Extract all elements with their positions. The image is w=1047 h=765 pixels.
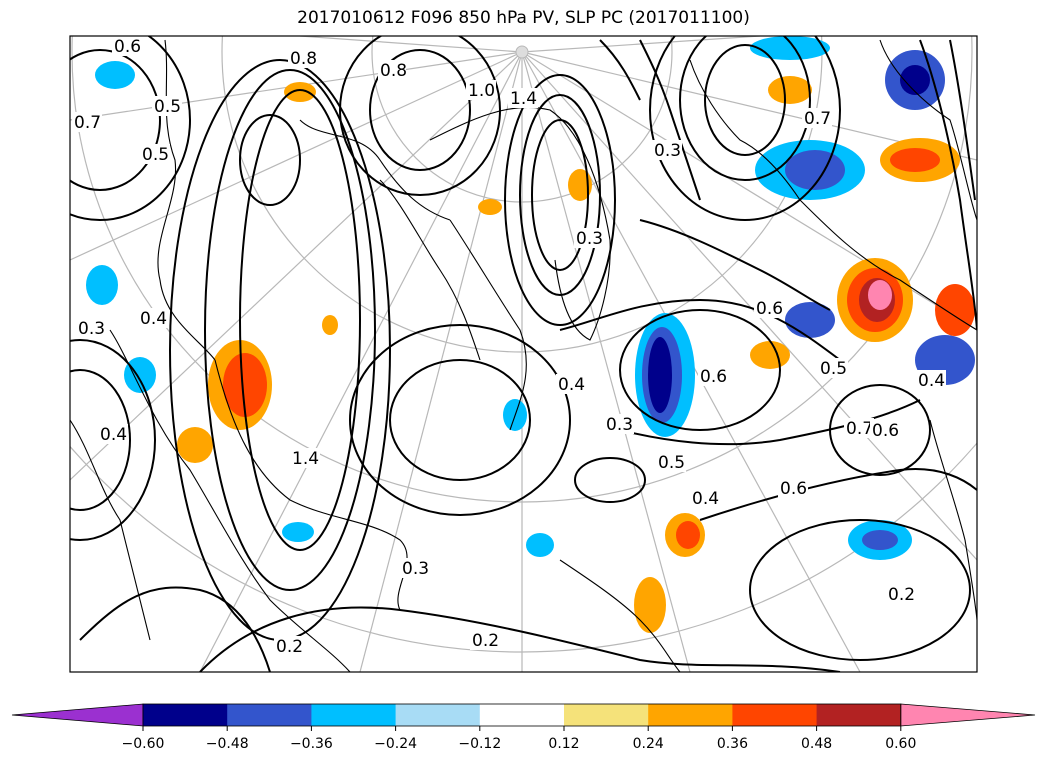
colorbar-tick-label: 0.36: [717, 736, 748, 752]
contour-label: 0.3: [606, 415, 633, 435]
contour-label: 0.6: [700, 367, 727, 387]
colorbar: −0.60 −0.48 −0.36 −0.24 −0.12 0.12 0.24 0.36 0.4…: [11, 703, 1036, 752]
contour-label: 1.0: [468, 81, 495, 101]
colorbar-segment: [227, 704, 312, 726]
contour-label: 0.4: [558, 375, 585, 395]
contour-label: 0.3: [402, 559, 429, 579]
contour-label: 0.4: [140, 309, 167, 329]
contour-label: 0.4: [100, 425, 127, 445]
contour-label: 1.4: [510, 89, 537, 109]
pv-shading-negative: [86, 36, 975, 560]
contour-label: 0.5: [154, 97, 181, 117]
colorbar-segment: [479, 704, 565, 726]
colorbar-segment: [311, 704, 397, 726]
colorbar-segments: [11, 703, 1036, 727]
coastlines: [70, 39, 977, 672]
colorbar-segment: [732, 704, 818, 726]
map-panel: 0.6 0.5 0.8 0.7 0.5 1.0 1.4 0.3 0.4 0.3 …: [70, 36, 977, 672]
colorbar-segment: [564, 704, 649, 726]
contour-label: 0.6: [756, 299, 783, 319]
colorbar-tick-label: −0.12: [458, 736, 501, 752]
contour-label: 0.3: [576, 229, 603, 249]
page-title: 2017010612 F096 850 hPa PV, SLP PC (2017…: [297, 8, 750, 28]
colorbar-ticks: [142, 726, 902, 731]
contour-label: 0.3: [78, 319, 105, 339]
colorbar-outline: [142, 703, 902, 727]
pole-marker: [515, 45, 529, 59]
colorbar-tick-label: 0.60: [885, 736, 916, 752]
contour-label: 0.2: [276, 637, 303, 657]
colorbar-extend-low: [11, 703, 144, 727]
contour-label: 0.5: [820, 359, 847, 379]
contour-label: 0.3: [654, 141, 681, 161]
contour-label: 1.4: [292, 449, 319, 469]
colorbar-tick-label: −0.36: [290, 736, 333, 752]
colorbar-tick-label: 0.12: [548, 736, 579, 752]
colorbar-segment: [648, 704, 733, 726]
contour-label: 0.6: [780, 479, 807, 499]
colorbar-tick-label: −0.24: [374, 736, 417, 752]
contour-label: 0.6: [114, 37, 141, 57]
contour-label: 0.7: [74, 113, 101, 133]
colorbar-tick-label: −0.60: [122, 736, 165, 752]
colorbar-tick-label: 0.24: [633, 736, 664, 752]
colorbar-segment: [816, 704, 902, 726]
colorbar-labels: −0.60 −0.48 −0.36 −0.24 −0.12 0.12 0.24 0.36 0.4…: [122, 736, 917, 752]
contour-label: 0.5: [142, 145, 169, 165]
contour-label: 0.8: [290, 49, 317, 69]
contour-label: 0.8: [380, 61, 407, 81]
colorbar-segment: [395, 704, 481, 726]
contour-label: 0.7: [804, 109, 831, 129]
contour-label: 0.4: [692, 489, 719, 509]
map-frame: [69, 35, 978, 673]
contour-label: 0.5: [658, 453, 685, 473]
colorbar-extend-high: [900, 703, 1036, 727]
colorbar-segment: [143, 704, 228, 726]
contour-label: 0.4: [918, 371, 945, 391]
colorbar-tick-label: 0.48: [801, 736, 832, 752]
contour-label: 0.2: [472, 631, 499, 651]
pv-shading-positive: [177, 76, 975, 633]
contour-labels: 0.6 0.5 0.8 0.7 0.5 1.0 1.4 0.3 0.4 0.3 …: [72, 36, 946, 657]
contour-label: 0.7: [846, 419, 873, 439]
contour-label: 0.2: [888, 585, 915, 605]
contour-label: 0.6: [872, 421, 899, 441]
colorbar-tick-label: −0.48: [206, 736, 249, 752]
